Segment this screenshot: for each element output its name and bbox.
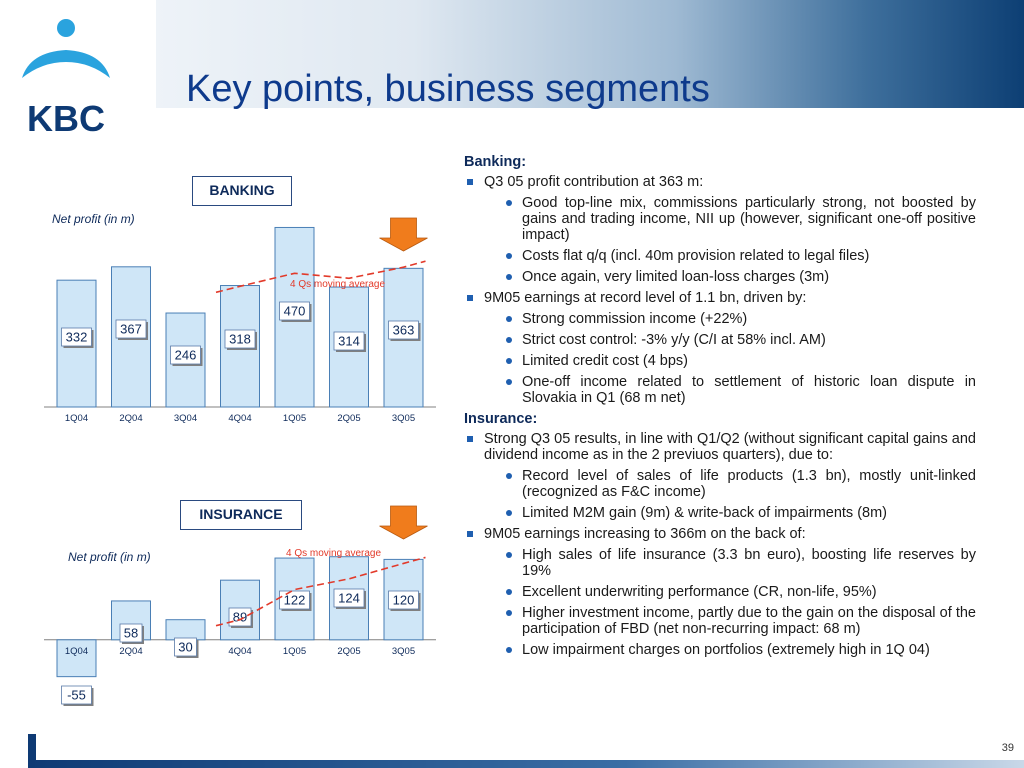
insurance-moving-average-line	[215, 556, 426, 627]
banking-net-profit-label: Net profit (in m)	[52, 212, 135, 226]
banking-chart-svg: 1Q04 332 2Q04 367 3Q04 246 4Q04 318 1Q05 470 2Q05 3…	[44, 217, 436, 424]
insurance-value-label-box	[228, 607, 252, 627]
banking-value-label: 332	[66, 330, 88, 345]
banking-value-label-box	[115, 319, 147, 339]
banking-value-label-box	[224, 329, 256, 349]
bottom-accent-bar	[28, 760, 1024, 768]
insurance-category-label: 1Q05	[283, 646, 306, 657]
insurance-category-label: 2Q05	[337, 646, 360, 657]
banking-value-label-box	[279, 301, 310, 321]
kbc-logo: KBC	[0, 0, 156, 132]
banking-value-label: 470	[284, 304, 306, 319]
banking-point-q3: Q3 05 profit contribution at 363 m:	[464, 174, 976, 190]
banking-subpoint: Good top-line mix, commissions particula…	[464, 195, 976, 243]
banking-moving-average-label: 4 Qs moving average	[290, 279, 386, 290]
banking-value-label-box	[388, 320, 419, 340]
banking-subpoint: One-off income related to settlement of …	[464, 374, 976, 406]
insurance-subpoint: Record level of sales of life products (…	[464, 468, 976, 500]
banking-category-label: 2Q05	[337, 413, 360, 424]
banking-subpoint: Strict cost control: -3% y/y (C/I at 58%…	[464, 332, 976, 348]
insurance-moving-average-label: 4 Qs moving average	[286, 548, 382, 559]
banking-subpoint: Costs flat q/q (incl. 40m provision rela…	[464, 248, 976, 264]
banking-category-label: 3Q05	[392, 413, 415, 424]
insurance-down-arrow-icon	[379, 505, 428, 540]
insurance-bar-4Q04	[220, 579, 260, 641]
insurance-value-label: 120	[393, 593, 415, 608]
insurance-value-label-box	[279, 590, 310, 610]
banking-chart: 1Q04 332 2Q04 367 3Q04 246 4Q04 318 1Q05 470 2Q05 3…	[40, 168, 440, 430]
insurance-value-label-box	[61, 685, 92, 705]
insurance-subpoint: Excellent underwriting performance (CR, …	[464, 584, 976, 600]
left-accent-bar	[28, 734, 36, 768]
banking-category-label: 3Q04	[174, 413, 197, 424]
insurance-value-label-box	[119, 623, 143, 643]
insurance-subpoint: Higher investment income, partly due to …	[464, 605, 976, 637]
insurance-category-label: 2Q04	[119, 646, 142, 657]
banking-category-label: 4Q04	[228, 413, 251, 424]
banking-category-label: 1Q05	[283, 413, 306, 424]
insurance-value-label: 122	[284, 593, 306, 608]
insurance-chart-svg: 1Q04-552Q04583Q04304Q04891Q051222Q051243…	[44, 505, 436, 706]
banking-subpoint: Limited credit cost (4 bps)	[464, 353, 976, 369]
insurance-value-label-box	[174, 637, 197, 657]
insurance-value-label: 124	[338, 591, 360, 606]
banking-value-label: 246	[175, 348, 197, 363]
header-white-band	[152, 108, 1024, 132]
banking-value-label: 318	[229, 332, 251, 347]
insurance-value-label: -55	[67, 688, 86, 703]
insurance-bar-3Q04	[165, 619, 206, 641]
banking-down-arrow-icon	[379, 217, 428, 252]
banking-subpoint: Once again, very limited loan-loss charg…	[464, 269, 976, 285]
banking-category-label: 2Q04	[119, 413, 142, 424]
banking-value-label: 367	[120, 322, 142, 337]
page-number: 39	[1001, 742, 1014, 754]
insurance-segment-label: INSURANCE	[180, 500, 302, 530]
insurance-subpoint: High sales of life insurance (3.3 bn eur…	[464, 547, 976, 579]
insurance-value-label-box	[333, 588, 365, 608]
insurance-value-label: 58	[124, 626, 138, 641]
page-title: Key points, business segments	[186, 68, 710, 110]
insurance-heading: Insurance:	[464, 411, 538, 427]
insurance-value-label: 30	[178, 640, 192, 655]
banking-heading: Banking:	[464, 154, 527, 170]
kbc-logo-graphic: KBC	[22, 19, 110, 132]
insurance-net-profit-label: Net profit (in m)	[68, 550, 151, 564]
insurance-subpoint: Low impairment charges on portfolios (ex…	[464, 642, 976, 658]
insurance-bar-1Q04	[56, 639, 97, 678]
insurance-category-label: 4Q04	[228, 646, 251, 657]
insurance-category-label: 1Q04	[65, 646, 88, 657]
kbc-logo-text: KBC	[27, 98, 105, 132]
insurance-point-9m: 9M05 earnings increasing to 366m on the …	[464, 526, 976, 542]
banking-point-9m: 9M05 earnings at record level of 1.1 bn,…	[464, 290, 976, 306]
banking-value-label: 314	[338, 334, 360, 349]
banking-segment-label: BANKING	[192, 176, 292, 206]
key-points-text: Banking: Q3 05 profit contribution at 36…	[464, 154, 976, 663]
banking-value-label-box	[333, 331, 365, 351]
insurance-value-label: 89	[233, 610, 247, 625]
insurance-subpoint: Limited M2M gain (9m) & write-back of im…	[464, 505, 976, 521]
insurance-category-label: 3Q05	[392, 646, 415, 657]
insurance-value-label-box	[388, 590, 419, 610]
banking-value-label: 363	[393, 323, 415, 338]
banking-category-label: 1Q04	[65, 413, 88, 424]
banking-value-label-box	[61, 327, 92, 347]
insurance-chart: 1Q04-552Q04583Q04304Q04891Q051222Q051243…	[40, 496, 440, 726]
banking-value-label-box	[170, 345, 201, 365]
banking-subpoint: Strong commission income (+22%)	[464, 311, 976, 327]
insurance-point-q3: Strong Q3 05 results, in line with Q1/Q2…	[464, 431, 976, 463]
slide-header: KBC Key points, business segments	[0, 0, 1024, 132]
